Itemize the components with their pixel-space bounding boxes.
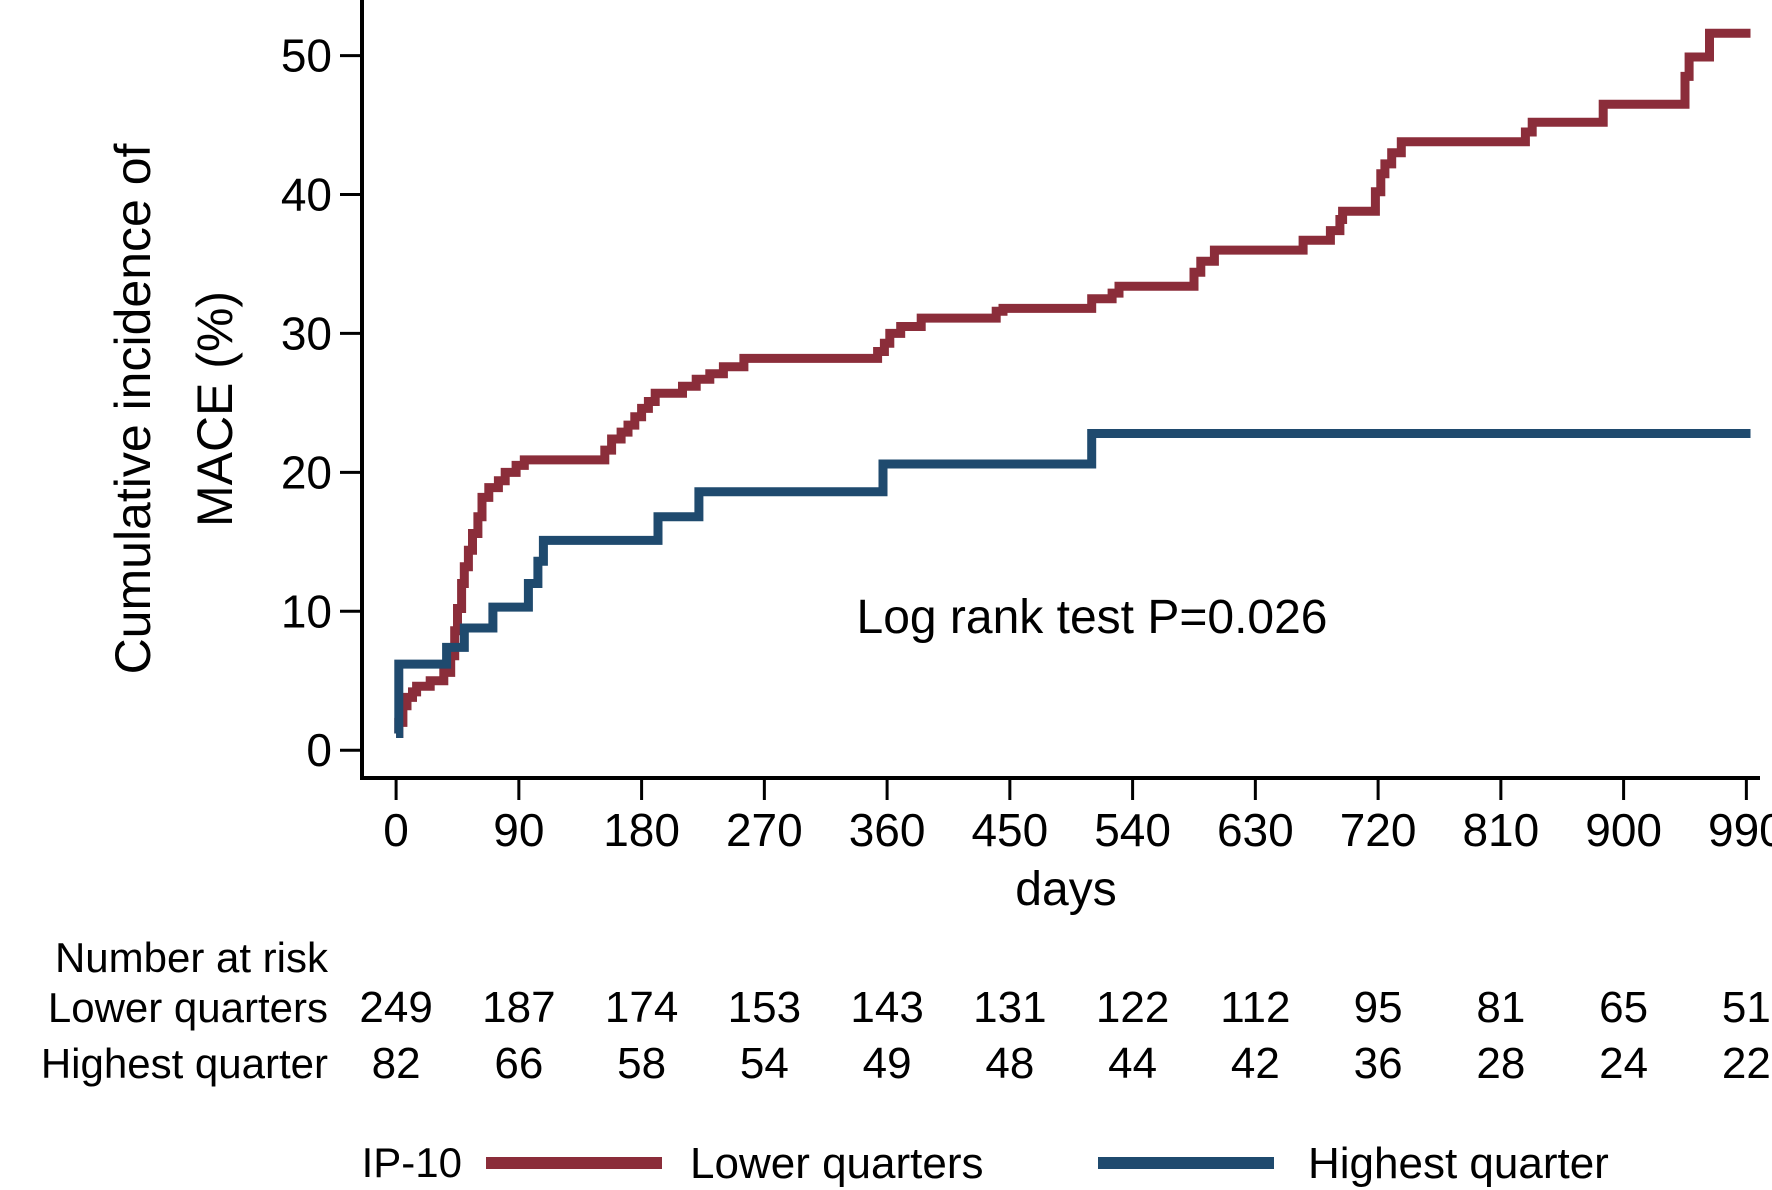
x-axis-ticks: 0 90 180 270 360 450 540 630 720 810 900 990 bbox=[383, 778, 1772, 856]
series-lines bbox=[394, 28, 1751, 738]
x-tick-label: 180 bbox=[603, 804, 680, 856]
x-tick-label: 540 bbox=[1094, 804, 1171, 856]
y-tick-label: 30 bbox=[281, 307, 332, 359]
x-tick-label: 270 bbox=[726, 804, 803, 856]
risk-value: 122 bbox=[1096, 983, 1169, 1032]
y-axis-label-line: Cumulative incidence of bbox=[105, 143, 161, 674]
risk-row-label: Lower quarters bbox=[48, 984, 328, 1031]
risk-value: 187 bbox=[482, 983, 555, 1032]
risk-value: 174 bbox=[605, 983, 678, 1032]
risk-row-label: Highest quarter bbox=[41, 1040, 328, 1087]
y-axis-label-line: MACE (%) bbox=[187, 291, 243, 527]
risk-value: 82 bbox=[372, 1039, 421, 1088]
legend-label: Highest quarter bbox=[1308, 1139, 1609, 1188]
risk-value: 42 bbox=[1231, 1039, 1280, 1088]
risk-value: 54 bbox=[740, 1039, 789, 1088]
x-tick-label: 360 bbox=[849, 804, 926, 856]
y-tick-label: 20 bbox=[281, 446, 332, 498]
risk-value: 22 bbox=[1722, 1039, 1771, 1088]
x-tick-label: 630 bbox=[1217, 804, 1294, 856]
y-tick-label: 50 bbox=[281, 30, 332, 82]
legend-label: Lower quarters bbox=[690, 1139, 983, 1188]
risk-value: 51 bbox=[1722, 983, 1771, 1032]
risk-value: 81 bbox=[1476, 983, 1525, 1032]
x-axis-label: days bbox=[1015, 863, 1116, 916]
risk-value: 44 bbox=[1108, 1039, 1157, 1088]
risk-value: 28 bbox=[1476, 1039, 1525, 1088]
x-tick-label: 810 bbox=[1462, 804, 1539, 856]
risk-value: 131 bbox=[973, 983, 1046, 1032]
legend-title: IP-10 bbox=[362, 1139, 462, 1186]
risk-value: 48 bbox=[985, 1039, 1034, 1088]
risk-value: 153 bbox=[728, 983, 801, 1032]
risk-value: 143 bbox=[850, 983, 923, 1032]
risk-value: 36 bbox=[1354, 1039, 1403, 1088]
risk-value: 24 bbox=[1599, 1039, 1648, 1088]
risk-value: 49 bbox=[863, 1039, 912, 1088]
risk-value: 65 bbox=[1599, 983, 1648, 1032]
x-tick-label: 900 bbox=[1585, 804, 1662, 856]
y-tick-label: 10 bbox=[281, 585, 332, 637]
axes bbox=[360, 0, 1760, 780]
series-line-highest-quarter bbox=[394, 429, 1751, 738]
risk-value: 112 bbox=[1220, 983, 1290, 1032]
y-axis-label: Cumulative incidence of MACE (%) bbox=[105, 143, 243, 674]
risk-value: 95 bbox=[1354, 983, 1403, 1032]
series-line-lower-quarters bbox=[394, 28, 1751, 738]
risk-table-heading: Number at risk bbox=[55, 934, 329, 981]
x-tick-label: 720 bbox=[1340, 804, 1417, 856]
risk-value: 58 bbox=[617, 1039, 666, 1088]
risk-table: Lower quarters 249 187 174 153 143 131 122 112 95… bbox=[41, 983, 1771, 1088]
x-tick-label: 450 bbox=[971, 804, 1048, 856]
y-tick-label: 40 bbox=[281, 169, 332, 221]
log-rank-annotation: Log rank test P=0.026 bbox=[857, 591, 1328, 644]
y-axis-ticks: 0 10 20 30 40 50 bbox=[281, 30, 362, 776]
x-tick-label: 990 bbox=[1708, 804, 1772, 856]
x-tick-label: 0 bbox=[383, 804, 409, 856]
y-tick-label: 0 bbox=[306, 724, 332, 776]
risk-value: 66 bbox=[494, 1039, 543, 1088]
x-tick-label: 90 bbox=[493, 804, 544, 856]
risk-value: 249 bbox=[359, 983, 432, 1032]
legend: IP-10 Lower quarters Highest quarter bbox=[362, 1139, 1609, 1188]
